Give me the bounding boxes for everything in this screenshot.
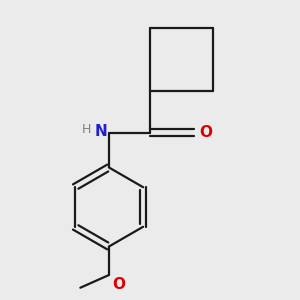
Text: H: H [82,123,92,136]
Text: O: O [112,277,125,292]
Text: N: N [94,124,107,139]
Text: O: O [199,125,212,140]
